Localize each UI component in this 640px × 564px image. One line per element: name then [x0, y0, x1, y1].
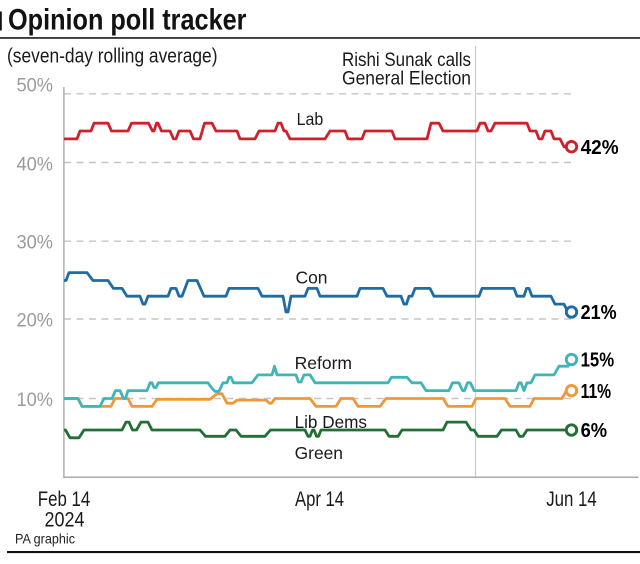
svg-text:(seven-day rolling average): (seven-day rolling average)	[7, 45, 218, 68]
svg-text:40%: 40%	[17, 154, 54, 175]
svg-text:PA graphic: PA graphic	[15, 531, 75, 547]
svg-text:Green: Green	[295, 443, 343, 463]
svg-text:Con: Con	[296, 267, 328, 287]
svg-text:General Election: General Election	[342, 67, 471, 89]
svg-text:Lab: Lab	[297, 109, 324, 129]
svg-text:21%: 21%	[581, 302, 617, 324]
svg-text:50%: 50%	[17, 76, 54, 97]
svg-text:15%: 15%	[581, 350, 615, 372]
svg-text:Apr 14: Apr 14	[295, 488, 344, 511]
svg-text:Feb 14: Feb 14	[38, 488, 91, 511]
svg-text:Jun 14: Jun 14	[546, 488, 597, 511]
svg-text:10%: 10%	[17, 390, 54, 411]
svg-text:2024: 2024	[45, 508, 85, 531]
svg-text:42%: 42%	[581, 137, 619, 159]
svg-text:20%: 20%	[17, 311, 54, 332]
svg-text:Lib Dems: Lib Dems	[295, 412, 367, 432]
svg-text:30%: 30%	[17, 233, 54, 254]
svg-text:6%: 6%	[581, 420, 608, 442]
svg-text:Rishi Sunak calls: Rishi Sunak calls	[342, 49, 471, 71]
svg-text:Reform: Reform	[295, 353, 352, 373]
svg-text:Opinion poll tracker: Opinion poll tracker	[8, 4, 247, 37]
svg-text:11%: 11%	[581, 381, 612, 403]
